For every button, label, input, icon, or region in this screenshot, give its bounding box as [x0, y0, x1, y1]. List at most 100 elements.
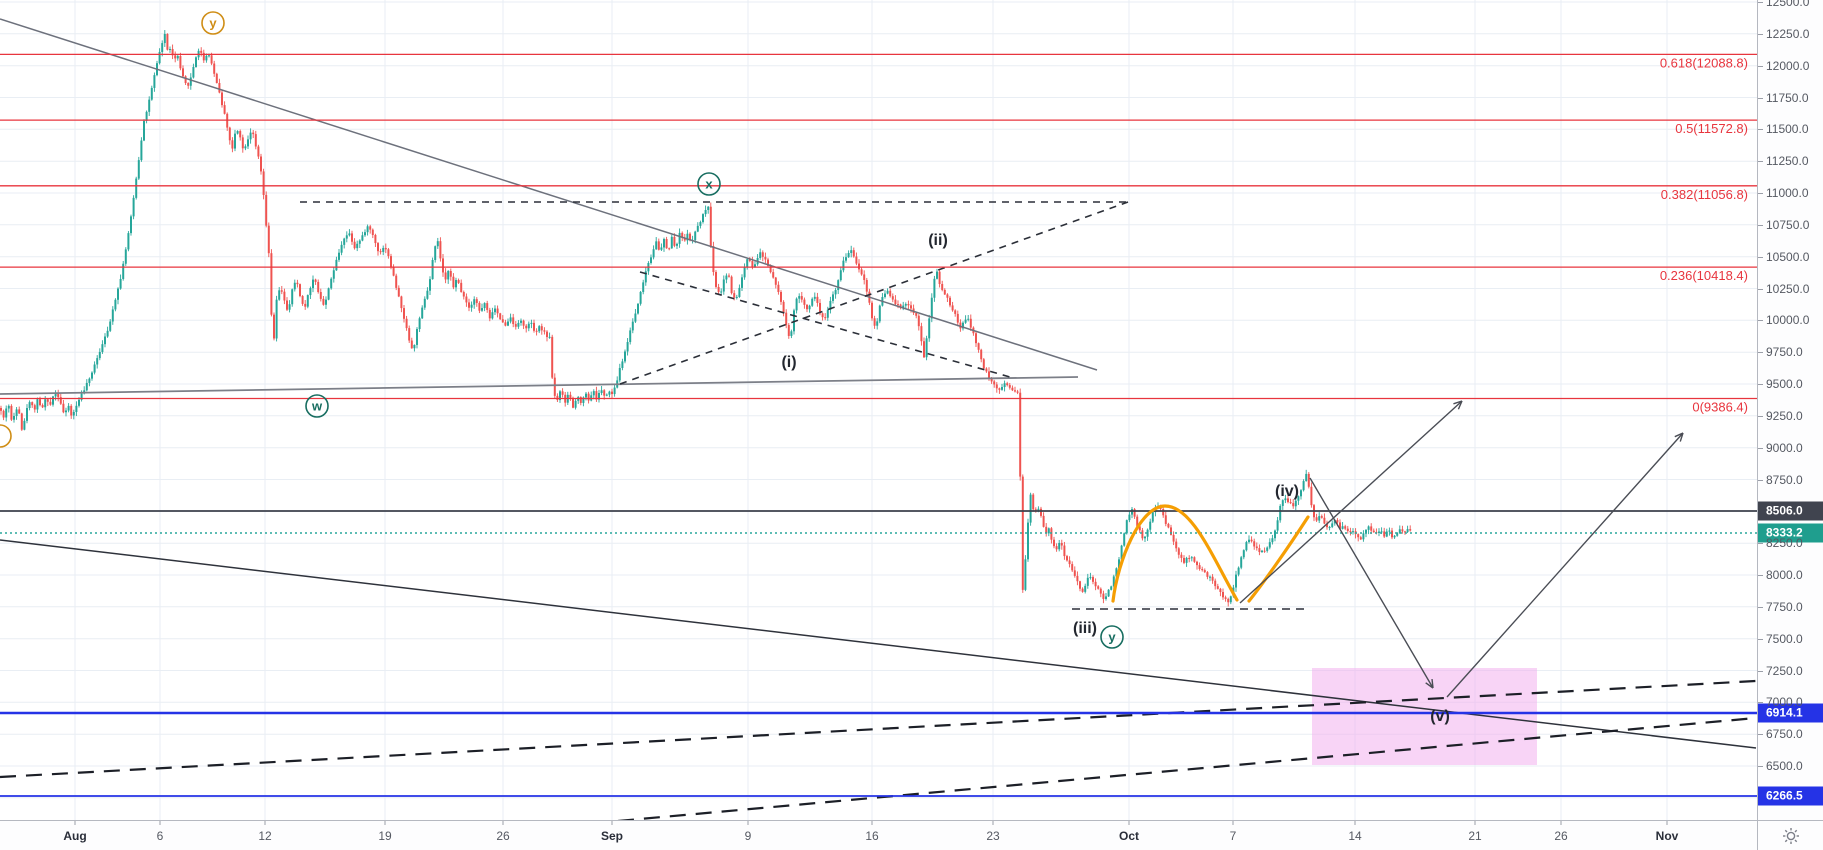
price-axis-tick: 8250.0	[1766, 536, 1803, 551]
axis-settings-corner	[1757, 820, 1823, 850]
price-axis[interactable]: 8506.0 8333.2 6914.1 6266.5 12500.0 12250…	[1757, 0, 1823, 820]
arrowhead	[1425, 682, 1434, 689]
wave-circle-label-x[interactable]	[697, 172, 721, 196]
time-axis-tick-mark	[1666, 821, 1668, 825]
price-axis-tick: 12250.0	[1766, 26, 1810, 41]
channel-upper-dashed[interactable]	[0, 679, 1757, 779]
wave-circle-letter: w	[311, 399, 323, 414]
price-axis-tick: 10250.0	[1766, 281, 1810, 296]
fib-level-label: 0.618(12088.8)	[1660, 55, 1748, 70]
price-axis-tick-mark	[1758, 352, 1763, 354]
time-axis-tick: 12	[258, 829, 272, 843]
flat-support-line[interactable]	[0, 376, 1079, 395]
price-axis-tick-mark	[1758, 224, 1763, 226]
price-axis-tick-mark	[1758, 543, 1763, 545]
time-axis-tick-mark	[1232, 821, 1234, 825]
price-axis-tick-mark	[1758, 766, 1763, 767]
wave-circle-label-clipped[interactable]	[0, 424, 12, 448]
wave-label-i[interactable]: (i)	[781, 354, 796, 371]
time-axis[interactable]: Aug 6 12 19 26 Sep 9 16 23 Oct 7 14 21 26 Nov	[0, 820, 1757, 850]
price-axis-tick: 10750.0	[1766, 217, 1810, 232]
price-axis-tick: 11250.0	[1766, 154, 1809, 169]
price-axis-tick: 8000.0	[1766, 568, 1803, 582]
time-axis-tick: 23	[986, 829, 1000, 843]
price-axis-tick-mark	[1758, 670, 1763, 672]
time-axis-tick: Oct	[1118, 829, 1140, 843]
price-axis-tick: 12000.0	[1766, 58, 1810, 73]
price-axis-tick: 9250.0	[1766, 408, 1803, 423]
support-price-label-6266: 6266.5	[1758, 786, 1823, 806]
fib-level-label: 0.5(11572.8)	[1675, 121, 1748, 136]
arrowhead	[1431, 678, 1434, 689]
wave-label-v[interactable]: (v)	[1430, 708, 1450, 725]
time-axis-tick: 7	[1229, 829, 1237, 843]
price-axis-tick-mark	[1758, 33, 1763, 35]
main-descending-trendline[interactable]	[0, 18, 1098, 371]
orange-wave-curve[interactable]	[1111, 504, 1239, 603]
price-chart[interactable]: 0.618(12088.8) 0.5(11572.8) 0.382(11056.8)…	[0, 0, 1757, 820]
price-axis-tick-mark	[1758, 415, 1763, 417]
current-price-label: 8333.2	[1758, 523, 1823, 543]
triangle-ascending-dashed[interactable]	[619, 201, 1129, 385]
price-axis-tick-mark	[1758, 479, 1763, 481]
price-axis-tick: 7250.0	[1766, 663, 1803, 678]
price-axis-tick-mark	[1758, 193, 1763, 194]
channel-lower-dashed[interactable]	[617, 716, 1757, 820]
price-axis-tick-mark	[1758, 575, 1763, 576]
wave-circle-letter: x	[705, 177, 713, 192]
wave-circle-label-y[interactable]	[1100, 625, 1124, 649]
wave-circle-letter: y	[209, 16, 217, 31]
time-axis-tick-mark	[159, 821, 161, 825]
time-axis-tick-mark	[1474, 821, 1476, 825]
price-axis-tick-mark	[1758, 606, 1763, 608]
price-axis-tick-mark	[1758, 256, 1763, 258]
fib-level-label: 0(9386.4)	[1692, 400, 1748, 415]
long-descending-line[interactable]	[0, 539, 1757, 749]
arrow-up-from-target-zone[interactable]	[1446, 432, 1684, 698]
price-axis-tick: 7500.0	[1766, 631, 1803, 646]
fib-level-label: 0.236(10418.4)	[1660, 268, 1748, 283]
time-axis-tick: 14	[1348, 829, 1362, 843]
price-axis-tick: 10000.0	[1766, 313, 1810, 328]
time-axis-tick: 21	[1468, 829, 1482, 843]
time-axis-tick-mark	[1560, 821, 1562, 825]
wave-label-ii[interactable]: (ii)	[928, 232, 948, 249]
price-axis-tick: 11500.0	[1766, 122, 1809, 137]
wave-label-iv[interactable]: (iv)	[1275, 483, 1299, 500]
price-level-label-8506: 8506.0	[1758, 501, 1823, 521]
time-axis-tick-mark	[1354, 821, 1356, 825]
price-axis-tick-mark	[1758, 65, 1763, 67]
time-axis-tick-mark	[264, 821, 266, 825]
fib-level-label: 0.382(11056.8)	[1661, 187, 1748, 202]
axis-settings-icon[interactable]	[1782, 827, 1800, 845]
price-axis-tick: 6750.0	[1766, 727, 1803, 742]
candlesticks	[0, 30, 1412, 607]
time-axis-tick: 6	[156, 829, 164, 843]
price-axis-tick-mark	[1758, 97, 1763, 99]
price-axis-tick: 9750.0	[1766, 345, 1803, 360]
time-axis-tick: Sep	[600, 829, 624, 843]
time-axis-tick: Nov	[1655, 829, 1679, 843]
arrowhead	[1674, 432, 1684, 438]
arrow-up-to-fib0[interactable]	[1239, 400, 1463, 604]
target-zone-highlight[interactable]	[1312, 668, 1537, 765]
arrow-down-to-target-zone[interactable]	[1309, 477, 1434, 689]
price-axis-tick-mark	[1758, 320, 1763, 322]
price-axis-tick: 8750.0	[1766, 472, 1803, 487]
price-axis-tick: 6500.0	[1766, 759, 1803, 773]
time-axis-tick-mark	[502, 821, 504, 825]
wave-circle-label-y[interactable]	[201, 11, 225, 35]
time-axis-tick: 19	[378, 829, 392, 843]
wave-circle-label-w[interactable]	[305, 394, 329, 418]
arrowhead	[1457, 400, 1463, 410]
price-axis-tick-mark	[1758, 447, 1763, 449]
time-axis-tick-mark	[611, 821, 613, 825]
wave-circle-letter: y	[1108, 630, 1116, 645]
orange-wave-curve[interactable]	[1247, 515, 1310, 603]
price-axis-tick: 12500.0	[1766, 0, 1810, 9]
time-axis-tick-mark	[747, 821, 749, 825]
time-axis-tick-mark	[992, 821, 994, 825]
price-axis-tick: 11750.0	[1766, 90, 1809, 105]
wave-label-iii[interactable]: (iii)	[1073, 620, 1097, 637]
